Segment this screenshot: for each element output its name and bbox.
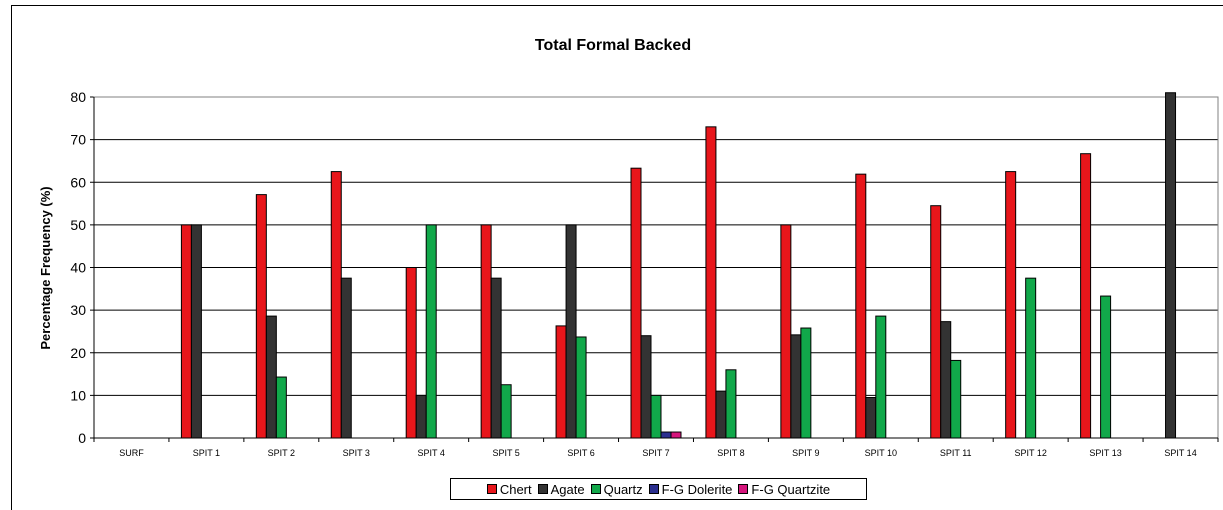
bar-chert: [630, 167, 642, 439]
legend-label: Quartz: [603, 481, 643, 497]
bar-chert: [555, 325, 567, 439]
bar-agate: [340, 277, 352, 439]
chart-title: Total Formal Backed: [535, 37, 691, 54]
legend-item: F-G Dolerite: [648, 481, 733, 497]
bar-agate: [640, 335, 652, 439]
legend-label: Agate: [550, 481, 585, 497]
y-tick-label: 0: [78, 430, 86, 446]
x-tick-label: SPIT 13: [1089, 448, 1121, 458]
bar-quartz: [575, 336, 587, 439]
x-tick-label: SPIT 1: [193, 448, 220, 458]
bar-chert: [255, 194, 267, 439]
bar-quartz: [425, 224, 437, 439]
bar-chert: [180, 224, 192, 439]
x-tick-label: SPIT 6: [567, 448, 594, 458]
y-axis-label: Percentage Frequency (%): [38, 186, 53, 349]
legend-label: F-G Dolerite: [661, 481, 733, 497]
bar-chert: [855, 173, 867, 439]
bar-agate: [565, 224, 577, 439]
legend-swatch: [486, 484, 497, 494]
x-tick-label: SPIT 11: [940, 448, 972, 458]
bar-quartz: [725, 369, 737, 439]
bar-chert: [330, 171, 342, 439]
bar-quartz: [875, 315, 887, 439]
bar-agate: [865, 397, 877, 439]
legend-swatch: [590, 484, 601, 494]
legend-swatch: [648, 484, 659, 494]
y-tick-label: 40: [70, 260, 86, 276]
bar-agate: [1165, 92, 1177, 439]
bar-agate: [265, 315, 277, 439]
legend-item: Chert: [486, 481, 532, 497]
y-tick-label: 30: [70, 302, 86, 318]
x-tick-label: SPIT 5: [492, 448, 519, 458]
x-tick-label: SPIT 2: [268, 448, 295, 458]
bar-quartz: [1100, 295, 1112, 439]
x-tick-label: SPIT 12: [1014, 448, 1046, 458]
legend-item: Agate: [537, 481, 585, 497]
bar-quartz: [500, 384, 512, 439]
bar-quartz: [950, 359, 962, 439]
bar-chert: [780, 224, 792, 439]
bar-chert: [930, 205, 942, 439]
bar-agate: [790, 334, 802, 439]
legend-item: F-G Quartzite: [738, 482, 830, 497]
legend-swatch: [738, 484, 749, 494]
legend-label: Chert: [499, 481, 532, 497]
x-tick-label: SPIT 3: [343, 448, 370, 458]
y-tick-label: 70: [70, 132, 86, 148]
bar-agate: [190, 224, 202, 439]
legend-item: Quartz: [590, 481, 643, 497]
x-tick-label: SPIT 7: [642, 448, 669, 458]
legend: Chert Agate Quartz F-G Dolerite F-G Quartzit…: [450, 478, 867, 500]
bar-quartz: [275, 376, 287, 439]
bar-f-g-quartzite: [670, 431, 682, 439]
legend-swatch: [537, 484, 548, 494]
bar-agate: [940, 321, 952, 439]
y-tick-label: 80: [70, 89, 86, 105]
bar-chert: [405, 267, 417, 439]
bar-quartz: [1025, 277, 1037, 439]
x-tick-label: SPIT 14: [1164, 448, 1196, 458]
bar-chert: [1005, 171, 1017, 439]
bar-f-g-dolerite: [660, 431, 672, 439]
bar-chert: [705, 126, 717, 439]
x-tick-label: SPIT 10: [865, 448, 897, 458]
y-tick-label: 20: [70, 345, 86, 361]
x-tick-label: SPIT 4: [418, 448, 445, 458]
x-tick-label: SPIT 9: [792, 448, 819, 458]
y-tick-label: 10: [70, 387, 86, 403]
x-tick-label: SPIT 8: [717, 448, 744, 458]
bar-chert: [1080, 153, 1092, 439]
bar-agate: [415, 394, 427, 439]
chart-frame: [11, 5, 1223, 510]
bar-quartz: [800, 327, 812, 439]
bar-quartz: [650, 394, 662, 439]
bar-chert: [480, 224, 492, 439]
x-tick-label: SURF: [119, 448, 144, 458]
plot-area: 0 10 20 30 40 50 60 70 80 SURF SPIT 1 SPIT 2 SPIT 3 S…: [70, 89, 1219, 458]
y-tick-label: 60: [70, 174, 86, 190]
bar-agate: [490, 277, 502, 439]
y-tick-label: 50: [70, 217, 86, 233]
legend-label: F-G Quartzite: [751, 481, 831, 497]
bar-agate: [715, 390, 727, 439]
